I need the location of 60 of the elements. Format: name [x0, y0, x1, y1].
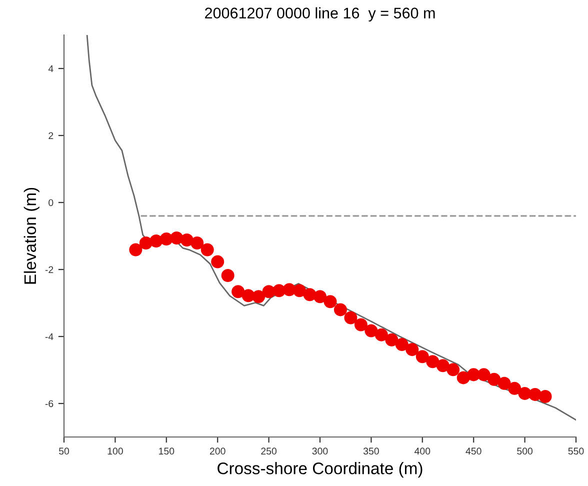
x-tick-label: 50: [58, 448, 70, 455]
point: [538, 390, 552, 403]
point: [508, 382, 522, 395]
y-tick-label: -6: [45, 400, 54, 408]
point: [354, 318, 368, 332]
x-tick-label: 150: [159, 448, 174, 455]
point: [262, 285, 276, 298]
point: [456, 371, 470, 384]
y-tick-label: -4: [45, 333, 54, 340]
y-tick-label: 0: [48, 199, 54, 206]
x-tick-label: 350: [363, 448, 379, 455]
x-tick-label: 400: [414, 448, 430, 455]
point: [416, 350, 429, 364]
y-tick-label: 4: [48, 65, 54, 72]
chart-title: 20061207 0000 line 16 y = 560 m: [205, 7, 435, 22]
point: [242, 289, 255, 302]
x-tick-label: 100: [108, 448, 123, 455]
point: [303, 288, 316, 302]
y-tick-label: -2: [45, 266, 54, 274]
point: [385, 333, 398, 346]
x-axis-title: Cross-shore Coordinate (m): [218, 462, 422, 478]
point: [467, 368, 480, 382]
y-tick-label: 2: [48, 132, 54, 140]
point: [211, 255, 224, 268]
point: [426, 355, 440, 368]
point: [139, 236, 152, 250]
x-tick-label: 250: [261, 448, 277, 455]
point: [344, 311, 358, 324]
point: [334, 303, 347, 316]
point: [498, 376, 511, 390]
x-tick-label: 200: [210, 448, 226, 455]
point: [436, 359, 450, 372]
point: [324, 295, 337, 308]
x-tick-label: 450: [466, 448, 482, 455]
x-tick-label: 500: [517, 448, 533, 455]
point: [180, 234, 194, 247]
point: [200, 243, 214, 256]
point: [272, 284, 286, 298]
point: [313, 290, 327, 304]
point: [150, 234, 163, 248]
point: [488, 372, 501, 386]
point: [129, 243, 142, 256]
point: [282, 283, 296, 296]
point: [364, 324, 378, 338]
point: [170, 232, 184, 245]
point: [395, 338, 408, 352]
x-tick-label: 550: [568, 448, 584, 455]
point: [293, 284, 306, 298]
point: [232, 285, 245, 298]
line-series: [86, 35, 576, 421]
point: [446, 363, 460, 376]
point: [252, 290, 266, 304]
point: [374, 328, 388, 342]
point: [528, 388, 542, 401]
point: [190, 236, 204, 250]
y-axis-title: Elevation (m): [24, 188, 40, 284]
x-tick-label: 300: [312, 448, 328, 455]
point: [477, 368, 490, 382]
point: [221, 269, 234, 282]
point: [406, 343, 419, 356]
